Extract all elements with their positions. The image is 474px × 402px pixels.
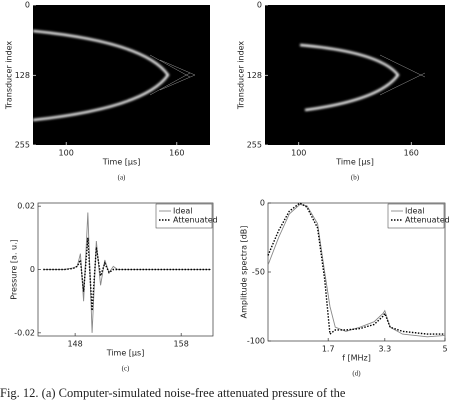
image-background bbox=[33, 5, 210, 145]
y-tick-label: 0 bbox=[25, 1, 30, 10]
y-tick-label: 0 bbox=[30, 265, 35, 274]
y-tick-label: 0 bbox=[257, 1, 262, 10]
y-tick-label: 255 bbox=[15, 141, 30, 150]
wavefront bbox=[32, 29, 170, 122]
wavefront-tail bbox=[379, 54, 426, 96]
subcaption: (c) bbox=[122, 365, 130, 373]
subcaption: (d) bbox=[352, 370, 361, 378]
x-axis-label: Time [µs] bbox=[335, 158, 374, 167]
legend-box bbox=[155, 203, 213, 229]
x-axis-label: Time [µs] bbox=[102, 158, 141, 167]
subcaption: (b) bbox=[351, 174, 360, 182]
x-axis-label: Time [µs] bbox=[106, 349, 145, 358]
y-tick-label: 0.02 bbox=[17, 202, 35, 211]
legend-label: Ideal bbox=[405, 207, 424, 216]
heatmap-b bbox=[265, 5, 445, 145]
y-axis-label: Transducer index bbox=[5, 41, 14, 111]
data-line bbox=[43, 237, 211, 311]
x-tick-label: 100 bbox=[59, 149, 74, 158]
y-axis-label: Pressure [a. u.] bbox=[10, 239, 19, 300]
caption: Fig. 12. (a) Computer-simulated noise-fr… bbox=[0, 386, 346, 400]
heatmap-a bbox=[32, 5, 210, 145]
y-axis-label: Amplitude spectra [dB] bbox=[240, 226, 249, 319]
wavefront-tail bbox=[149, 54, 196, 96]
data-line bbox=[267, 202, 445, 336]
y-tick-label: 128 bbox=[15, 71, 30, 80]
x-tick-label: 158 bbox=[174, 340, 189, 349]
x-axis-label: f [MHz] bbox=[342, 354, 371, 363]
x-tick-label: 148 bbox=[67, 340, 82, 349]
y-tick-label: 0 bbox=[260, 199, 265, 208]
y-tick-label: 255 bbox=[247, 141, 262, 150]
y-tick-label: -100 bbox=[247, 337, 265, 346]
legend-label: Ideal bbox=[173, 207, 192, 216]
wavefront bbox=[299, 43, 400, 112]
y-tick-label: -0.02 bbox=[14, 328, 35, 337]
legend-label: Attenuated bbox=[173, 216, 218, 225]
y-tick-label: -50 bbox=[252, 268, 265, 277]
y-tick-label: 128 bbox=[247, 71, 262, 80]
legend-label: Attenuated bbox=[405, 216, 450, 225]
x-tick-label: 3.3 bbox=[378, 345, 391, 354]
x-tick-label: 160 bbox=[404, 149, 419, 158]
subcaption: (a) bbox=[118, 174, 126, 182]
x-tick-label: 1.7 bbox=[322, 345, 335, 354]
x-tick-label: 5 bbox=[442, 345, 447, 354]
x-tick-label: 100 bbox=[291, 149, 306, 158]
y-axis-label: Transducer index bbox=[237, 41, 246, 111]
x-tick-label: 160 bbox=[169, 149, 184, 158]
image-background bbox=[265, 5, 445, 145]
legend-box bbox=[387, 203, 445, 229]
data-line bbox=[43, 212, 211, 333]
